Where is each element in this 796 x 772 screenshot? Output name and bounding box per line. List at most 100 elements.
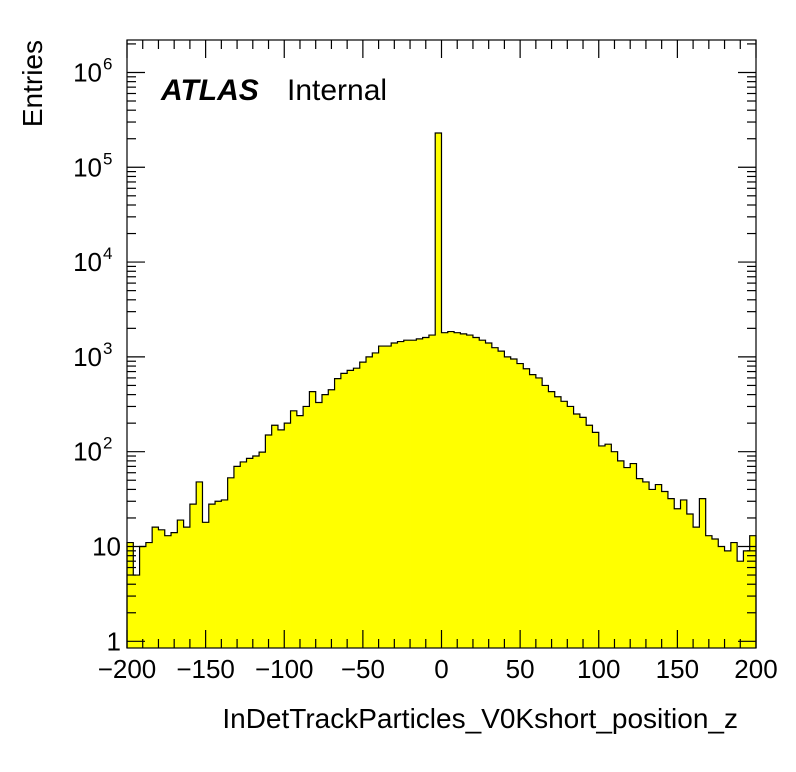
histogram-bar <box>617 460 625 648</box>
y-tick-exponent: 6 <box>103 54 112 73</box>
x-tick-label: 50 <box>506 654 535 684</box>
histogram-bar <box>334 378 342 648</box>
histogram-bar <box>403 340 411 648</box>
histogram-bar <box>674 508 681 648</box>
histogram-bar <box>171 532 178 648</box>
histogram-bar <box>164 535 172 648</box>
histogram-bar <box>246 458 254 648</box>
x-axis-title: InDetTrackParticles_V0Kshort_position_z <box>222 703 738 734</box>
histogram-bars <box>126 132 757 648</box>
histogram-bar <box>630 463 637 648</box>
histogram-bar <box>686 514 694 648</box>
histogram-bar <box>347 370 354 648</box>
histogram-bar <box>183 527 191 648</box>
histogram-bar <box>705 535 713 648</box>
x-tick-label: −100 <box>255 654 314 684</box>
x-tick-labels: −200 −150 −100 −50 0 50 100 150 200 <box>98 654 778 684</box>
histogram-bar <box>491 347 499 648</box>
histogram-bar <box>221 499 229 648</box>
histogram-bar <box>296 415 304 648</box>
histogram-bar <box>447 331 455 648</box>
histogram-bar <box>498 351 505 648</box>
x-tick-label: 100 <box>577 654 620 684</box>
histogram-bar <box>145 542 153 648</box>
histogram-bar <box>598 445 606 648</box>
histogram-bar <box>460 333 468 648</box>
histogram-bar <box>177 520 185 648</box>
histogram-bar <box>573 413 581 648</box>
histogram-bar <box>523 368 530 648</box>
x-tick-label: −150 <box>176 654 235 684</box>
histogram-bar <box>479 340 486 648</box>
histogram-bar <box>592 432 600 648</box>
histogram-bar <box>252 456 260 648</box>
y-tick-label: 10 <box>73 152 102 182</box>
y-tick-label: 10 <box>73 247 102 277</box>
histogram-bar <box>284 423 291 648</box>
y-tick-label: 1 <box>107 626 121 656</box>
histogram-bar <box>485 343 493 648</box>
histogram-bar <box>516 363 524 648</box>
histogram-bar <box>711 538 719 648</box>
histogram-bar <box>623 467 631 648</box>
histogram-bar <box>441 332 449 648</box>
x-tick-label: −200 <box>98 654 157 684</box>
histogram-bar <box>196 481 203 648</box>
y-tick-label: 10 <box>73 437 102 467</box>
histogram-bar <box>655 484 663 648</box>
histogram-bar <box>240 461 247 648</box>
histogram-bar <box>233 466 241 648</box>
axis-ticks <box>126 40 757 648</box>
atlas-label: ATLAS <box>160 74 259 107</box>
histogram-bar <box>422 337 430 648</box>
plot-frame <box>126 39 757 649</box>
histogram-bar <box>208 504 216 648</box>
histogram-outline <box>126 132 757 648</box>
histogram-bar <box>561 401 568 648</box>
histogram-bar <box>548 391 556 648</box>
histogram-bar <box>730 542 738 648</box>
histogram-bar <box>586 425 593 648</box>
histogram-bar <box>542 385 549 648</box>
histogram-bar <box>718 546 725 648</box>
y-tick-exponent: 2 <box>103 434 112 453</box>
y-tick-label: 10 <box>73 342 102 372</box>
histogram-bar <box>724 550 732 648</box>
y-tick-exponent: 5 <box>103 149 112 168</box>
histogram-bar <box>309 391 317 648</box>
histogram-bar <box>215 501 222 648</box>
histogram-bar <box>265 434 273 648</box>
histogram-bar <box>359 362 367 648</box>
histogram-bar <box>416 338 424 648</box>
histogram-bar <box>428 335 436 648</box>
histogram-bar <box>466 335 474 648</box>
histogram-bar <box>290 410 298 648</box>
histogram-bar <box>158 529 166 648</box>
histogram-bar <box>636 478 644 648</box>
histogram-bar <box>454 332 461 648</box>
y-tick-exponent: 3 <box>103 339 112 358</box>
histogram-bar <box>611 451 619 648</box>
histogram-bar <box>277 429 285 648</box>
histogram-bar <box>642 481 650 648</box>
histogram-bar <box>410 340 417 648</box>
histogram-bar <box>435 132 442 648</box>
histogram-bar <box>699 498 707 648</box>
histogram-bar <box>529 374 537 648</box>
histogram-bar <box>227 477 235 648</box>
histogram-bar <box>504 356 512 648</box>
histogram-bar <box>189 504 197 648</box>
histogram-bar <box>605 444 612 648</box>
histogram-bar <box>749 535 757 648</box>
y-tick-exponent: 4 <box>103 244 112 263</box>
x-tick-label: −50 <box>341 654 385 684</box>
histogram-bar <box>472 337 480 648</box>
x-tick-label: 150 <box>656 654 699 684</box>
histogram-bar <box>397 341 405 648</box>
histogram-bar <box>271 425 279 648</box>
histogram-bar <box>667 498 675 648</box>
histogram-bar <box>133 575 140 648</box>
histogram-bar <box>340 373 348 648</box>
histogram-bar <box>328 389 335 648</box>
y-tick-label: 10 <box>73 57 102 87</box>
